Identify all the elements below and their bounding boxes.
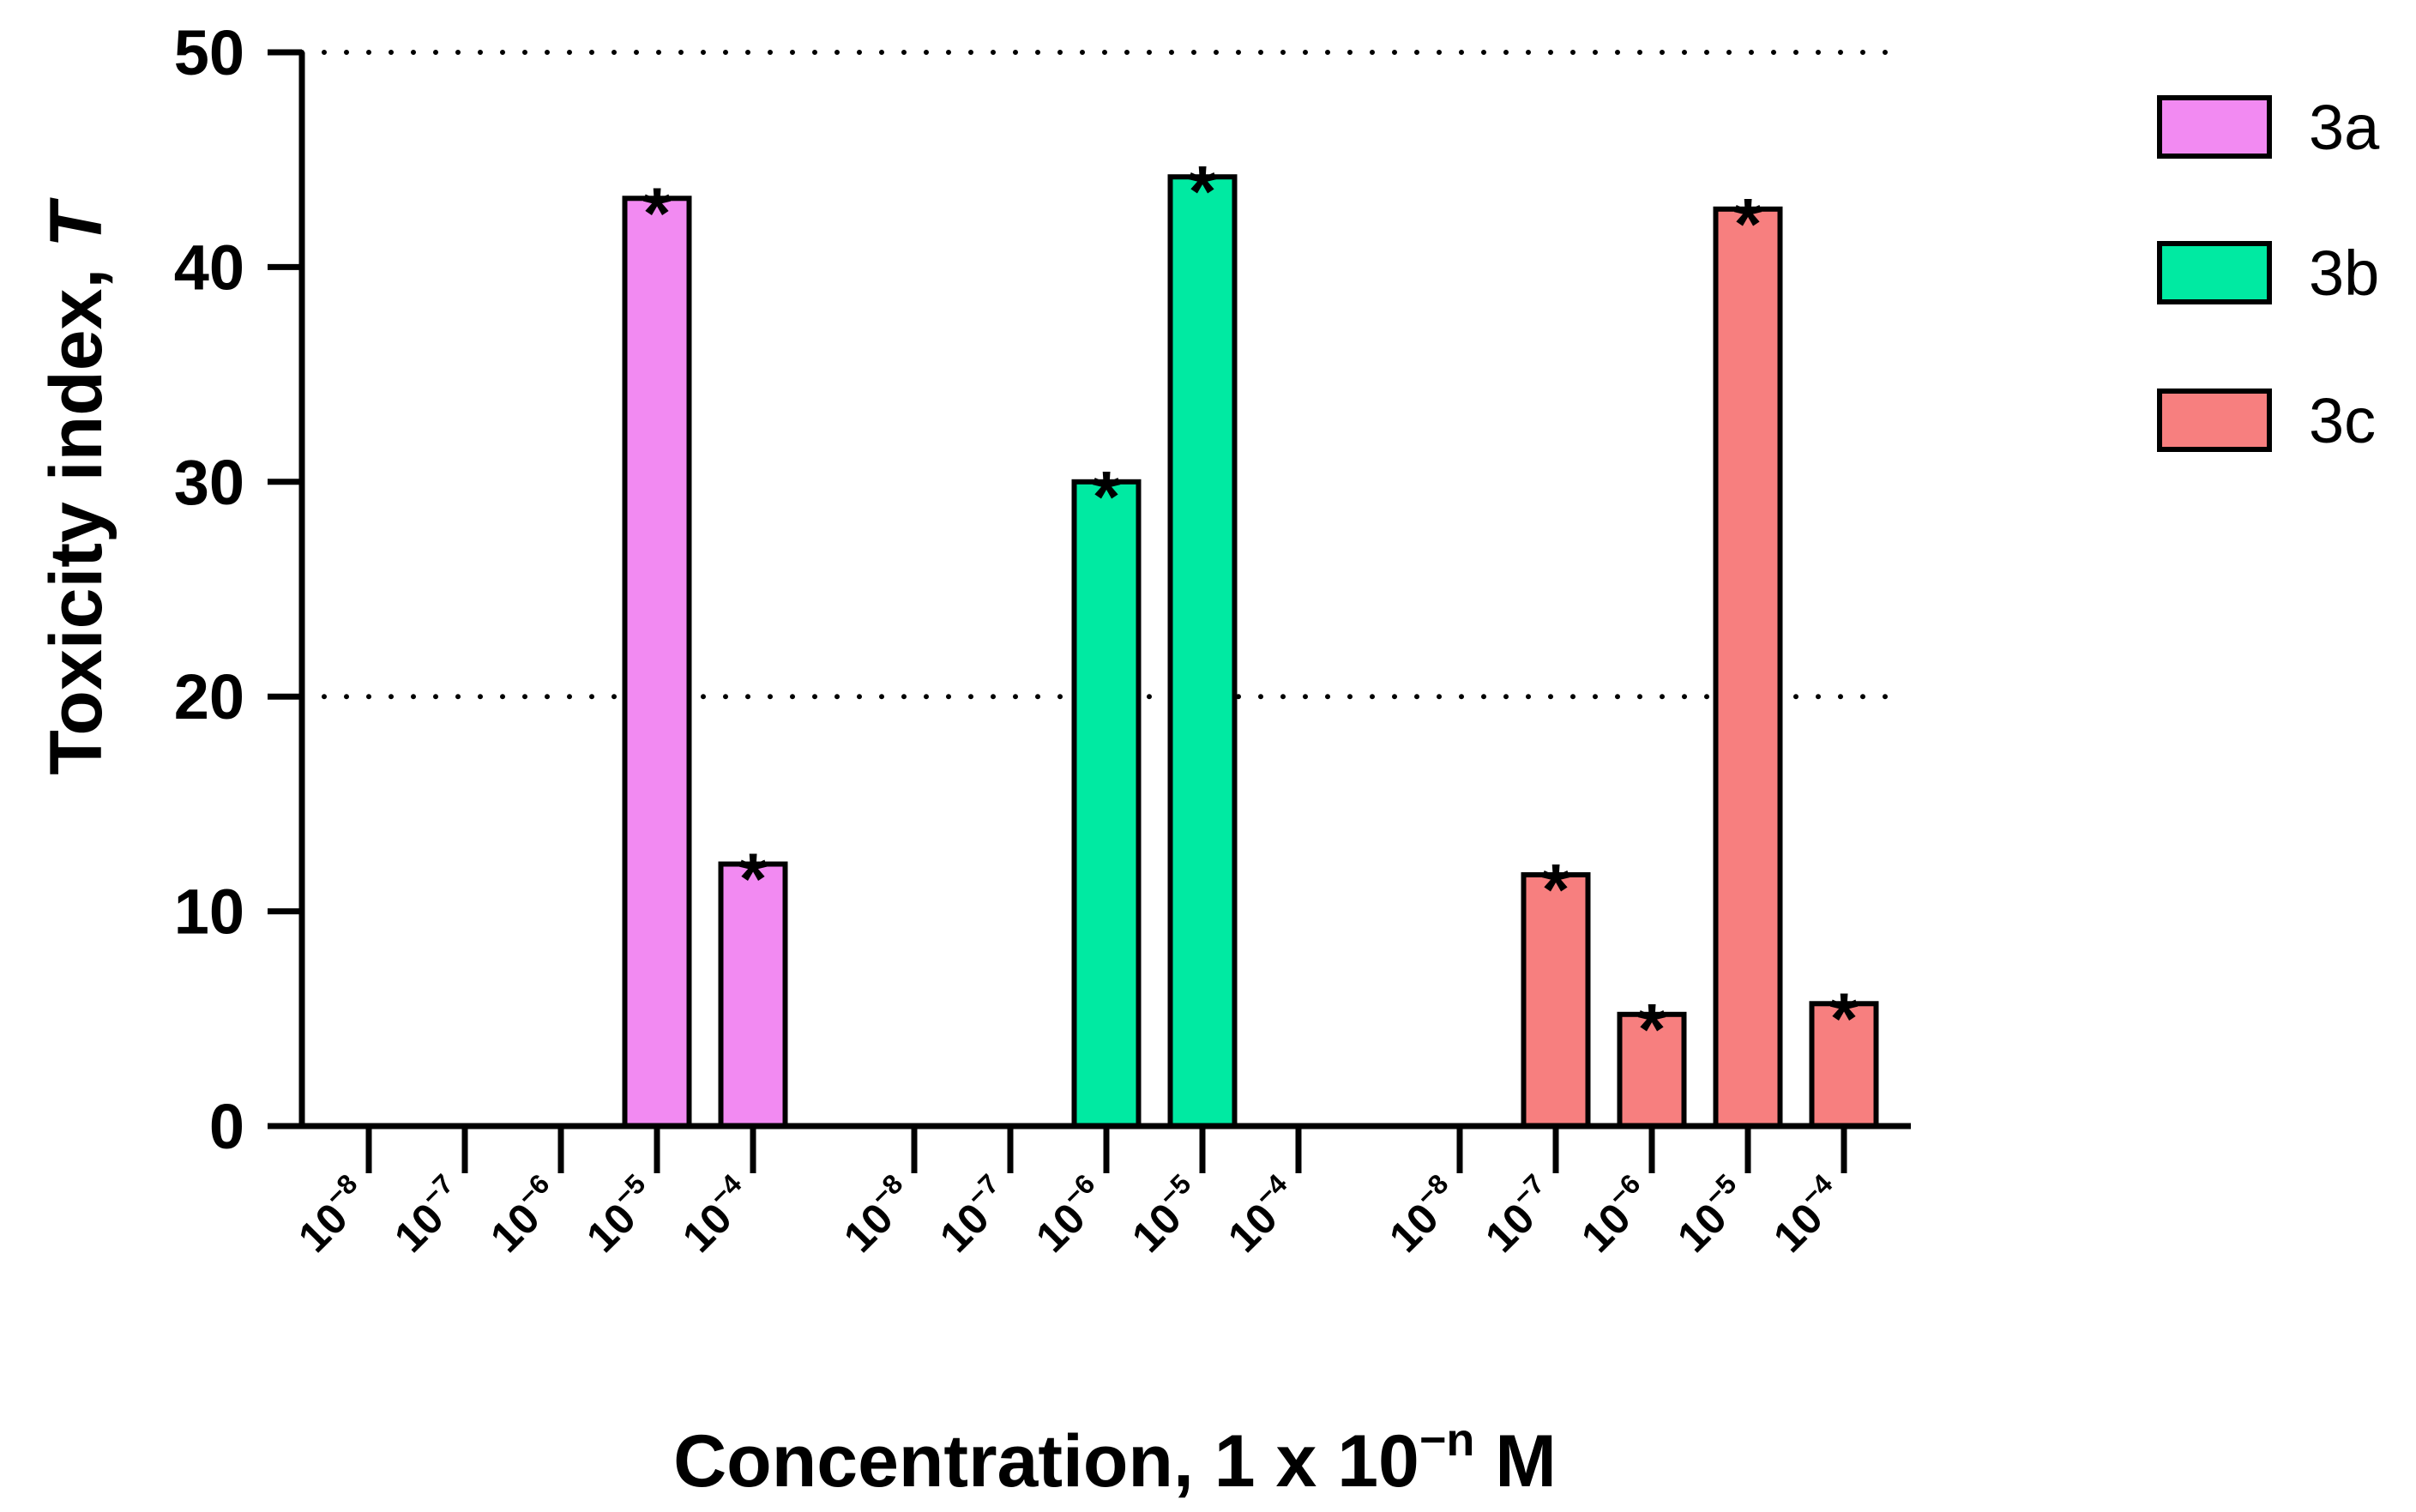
bar-3c-3	[1713, 206, 1783, 1129]
x-axis-title: Concentration, 1 x 10−n M	[673, 1414, 1557, 1503]
y-tick-label-20: 20	[174, 661, 244, 732]
legend: 3a 3b 3c	[2157, 92, 2380, 456]
significance-marker-3b-3: *	[1189, 151, 1217, 232]
x-tick-label-3c-2: 10−6	[1569, 1168, 1662, 1262]
x-tick-label-3b-4: 10−4	[1215, 1168, 1309, 1262]
x-tick-label-3c-3: 10−5	[1665, 1168, 1758, 1262]
x-tick-label-3b-1: 10−7	[927, 1168, 1021, 1262]
significance-marker-3a-3: *	[643, 172, 672, 253]
bar-3b-2	[1071, 479, 1142, 1129]
significance-marker-3a-4: *	[739, 839, 768, 919]
axes-layer	[268, 49, 1911, 1173]
significance-marker-3c-4: *	[1830, 978, 1859, 1058]
x-tick-label-3b-2: 10−6	[1023, 1168, 1117, 1262]
y-tick-label-10: 10	[174, 876, 244, 948]
legend-label-3c: 3c	[2309, 385, 2376, 456]
y-axis-title-text: Toxicity index,	[35, 248, 117, 775]
significance-marker-3c-3: *	[1734, 184, 1762, 264]
significance-marker-3c-1: *	[1542, 849, 1570, 930]
legend-swatch-3b	[2157, 241, 2272, 304]
x-axis-title-exponent: −n	[1419, 1414, 1475, 1466]
legend-swatch-3a	[2157, 95, 2272, 159]
x-axis-title-unit: M	[1474, 1420, 1557, 1503]
x-tick-label-3b-0: 10−8	[831, 1168, 925, 1262]
x-tick-label-3a-4: 10−4	[670, 1168, 763, 1262]
legend-label-3b: 3b	[2309, 238, 2379, 309]
x-tick-label-3c-1: 10−7	[1473, 1168, 1566, 1262]
y-tick-label-30: 30	[174, 447, 244, 518]
y-tick-label-40: 40	[174, 232, 244, 303]
bars-layer: * * * * * * * *	[622, 151, 1879, 1129]
y-axis-title: Toxicity index, T	[35, 197, 117, 775]
x-tick-label-3c-0: 10−8	[1377, 1168, 1470, 1262]
x-tick-label-3b-3: 10−5	[1119, 1168, 1213, 1262]
legend-swatch-3c	[2157, 389, 2272, 452]
bar-3a-3	[622, 196, 692, 1129]
y-axis-title-variable: T	[35, 197, 117, 248]
x-tick-label-3a-2: 10−6	[478, 1168, 571, 1262]
legend-label-3a: 3a	[2309, 92, 2380, 163]
bar-3c-4	[1809, 1001, 1879, 1129]
x-tick-label-3c-4: 10−4	[1761, 1168, 1854, 1262]
x-axis-title-text: Concentration, 1 x 10	[673, 1420, 1419, 1503]
x-tick-label-3a-3: 10−5	[574, 1168, 667, 1262]
tick-labels-layer: 0102030405010−810−710−610−510−410−810−71…	[174, 17, 1854, 1262]
y-tick-label-0: 0	[209, 1091, 244, 1162]
x-tick-label-3a-1: 10−7	[382, 1168, 475, 1262]
significance-marker-3b-2: *	[1093, 456, 1121, 537]
significance-marker-3c-2: *	[1638, 989, 1666, 1069]
x-tick-label-3a-0: 10−8	[286, 1168, 379, 1262]
y-tick-label-50: 50	[174, 17, 244, 88]
bar-3b-3	[1167, 174, 1238, 1129]
